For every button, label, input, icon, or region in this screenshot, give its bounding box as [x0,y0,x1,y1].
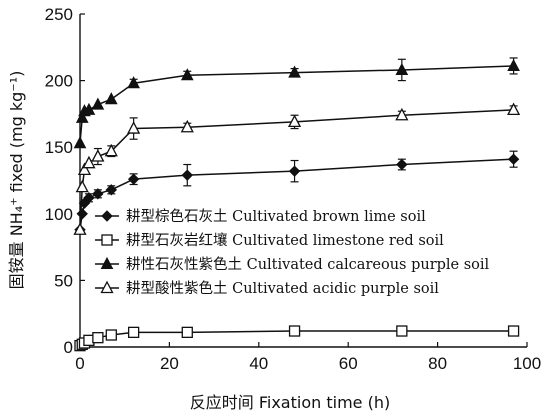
data-point [104,143,118,157]
data-point [76,208,88,220]
x-axis-title: 反应时间 Fixation time (h) [190,393,390,412]
data-point [127,76,140,89]
x-tick-label: 60 [339,354,358,373]
data-point [83,192,95,204]
data-point [127,121,141,134]
y-tick-label: 150 [45,138,73,157]
legend-item-3: 耕性石灰性紫色土 Cultivated calcareous purple so… [95,255,490,273]
y-tick-label: 0 [64,338,73,357]
y-tick-label: 200 [45,72,73,91]
axes: 0 20 40 60 80 100 0 50 100 150 200 250 [45,5,542,373]
data-point [507,102,521,116]
data-point [507,325,520,337]
legend-marker [101,210,113,222]
data-point [75,110,89,123]
series-4 [73,102,521,235]
data-point [82,102,96,115]
data-point [288,65,301,78]
data-point [73,222,87,235]
data-point [507,58,520,71]
legend-label: 耕型酸性紫色土 Cultivated acidic purple soil [126,279,439,297]
data-point [507,153,520,165]
legend-item-1: 耕型棕色石灰土 Cultivated brown lime soil [95,207,426,225]
data-point [181,169,193,181]
data-point [77,162,92,175]
legend-item-2: 耕型石灰岩红壤 Cultivated limestone red soil [95,231,444,249]
x-tick-label: 0 [75,354,84,373]
data-point [396,158,408,171]
data-point [181,326,193,338]
legend: 耕型棕色石灰土 Cultivated brown lime soil 耕型石灰岩红… [95,207,490,297]
data-point [180,119,194,133]
x-tick-label: 100 [513,354,541,373]
legend-marker [100,256,114,269]
x-tick-label: 20 [160,354,179,373]
data-point [395,107,409,121]
data-point [73,136,87,149]
data-point [395,62,409,75]
data-point [91,97,105,110]
series-3 [73,57,520,149]
legend-label: 耕型棕色石灰土 Cultivated brown lime soil [126,207,426,225]
x-tick-label: 80 [428,354,447,373]
data-point [92,188,104,200]
y-tick-label: 50 [54,271,73,290]
data-point [396,325,408,337]
data-point [127,173,140,185]
data-point [180,68,194,81]
x-tick-label: 40 [249,354,268,373]
data-point [104,92,118,105]
data-point [75,179,89,193]
series-layer [73,57,521,352]
data-point [91,149,105,162]
series-2 [74,325,520,352]
data-point [127,326,140,338]
y-axis-title: 固铵量 NH₄⁺ fixed (mg kg⁻¹) [7,71,26,290]
legend-label: 耕性石灰性紫色土 Cultivated calcareous purple so… [126,255,490,273]
data-point [92,332,104,344]
legend-marker [100,280,114,294]
data-point [105,329,117,341]
data-point [287,114,302,128]
y-tick-label: 250 [45,5,73,24]
data-point [82,155,96,169]
legend-marker [101,234,113,246]
y-tick-label: 100 [45,205,73,224]
data-point [288,325,301,337]
legend-item-4: 耕型酸性紫色土 Cultivated acidic purple soil [95,279,439,297]
data-point [288,165,301,177]
legend-label: 耕型石灰岩红壤 Cultivated limestone red soil [126,231,444,249]
data-point [105,184,117,196]
